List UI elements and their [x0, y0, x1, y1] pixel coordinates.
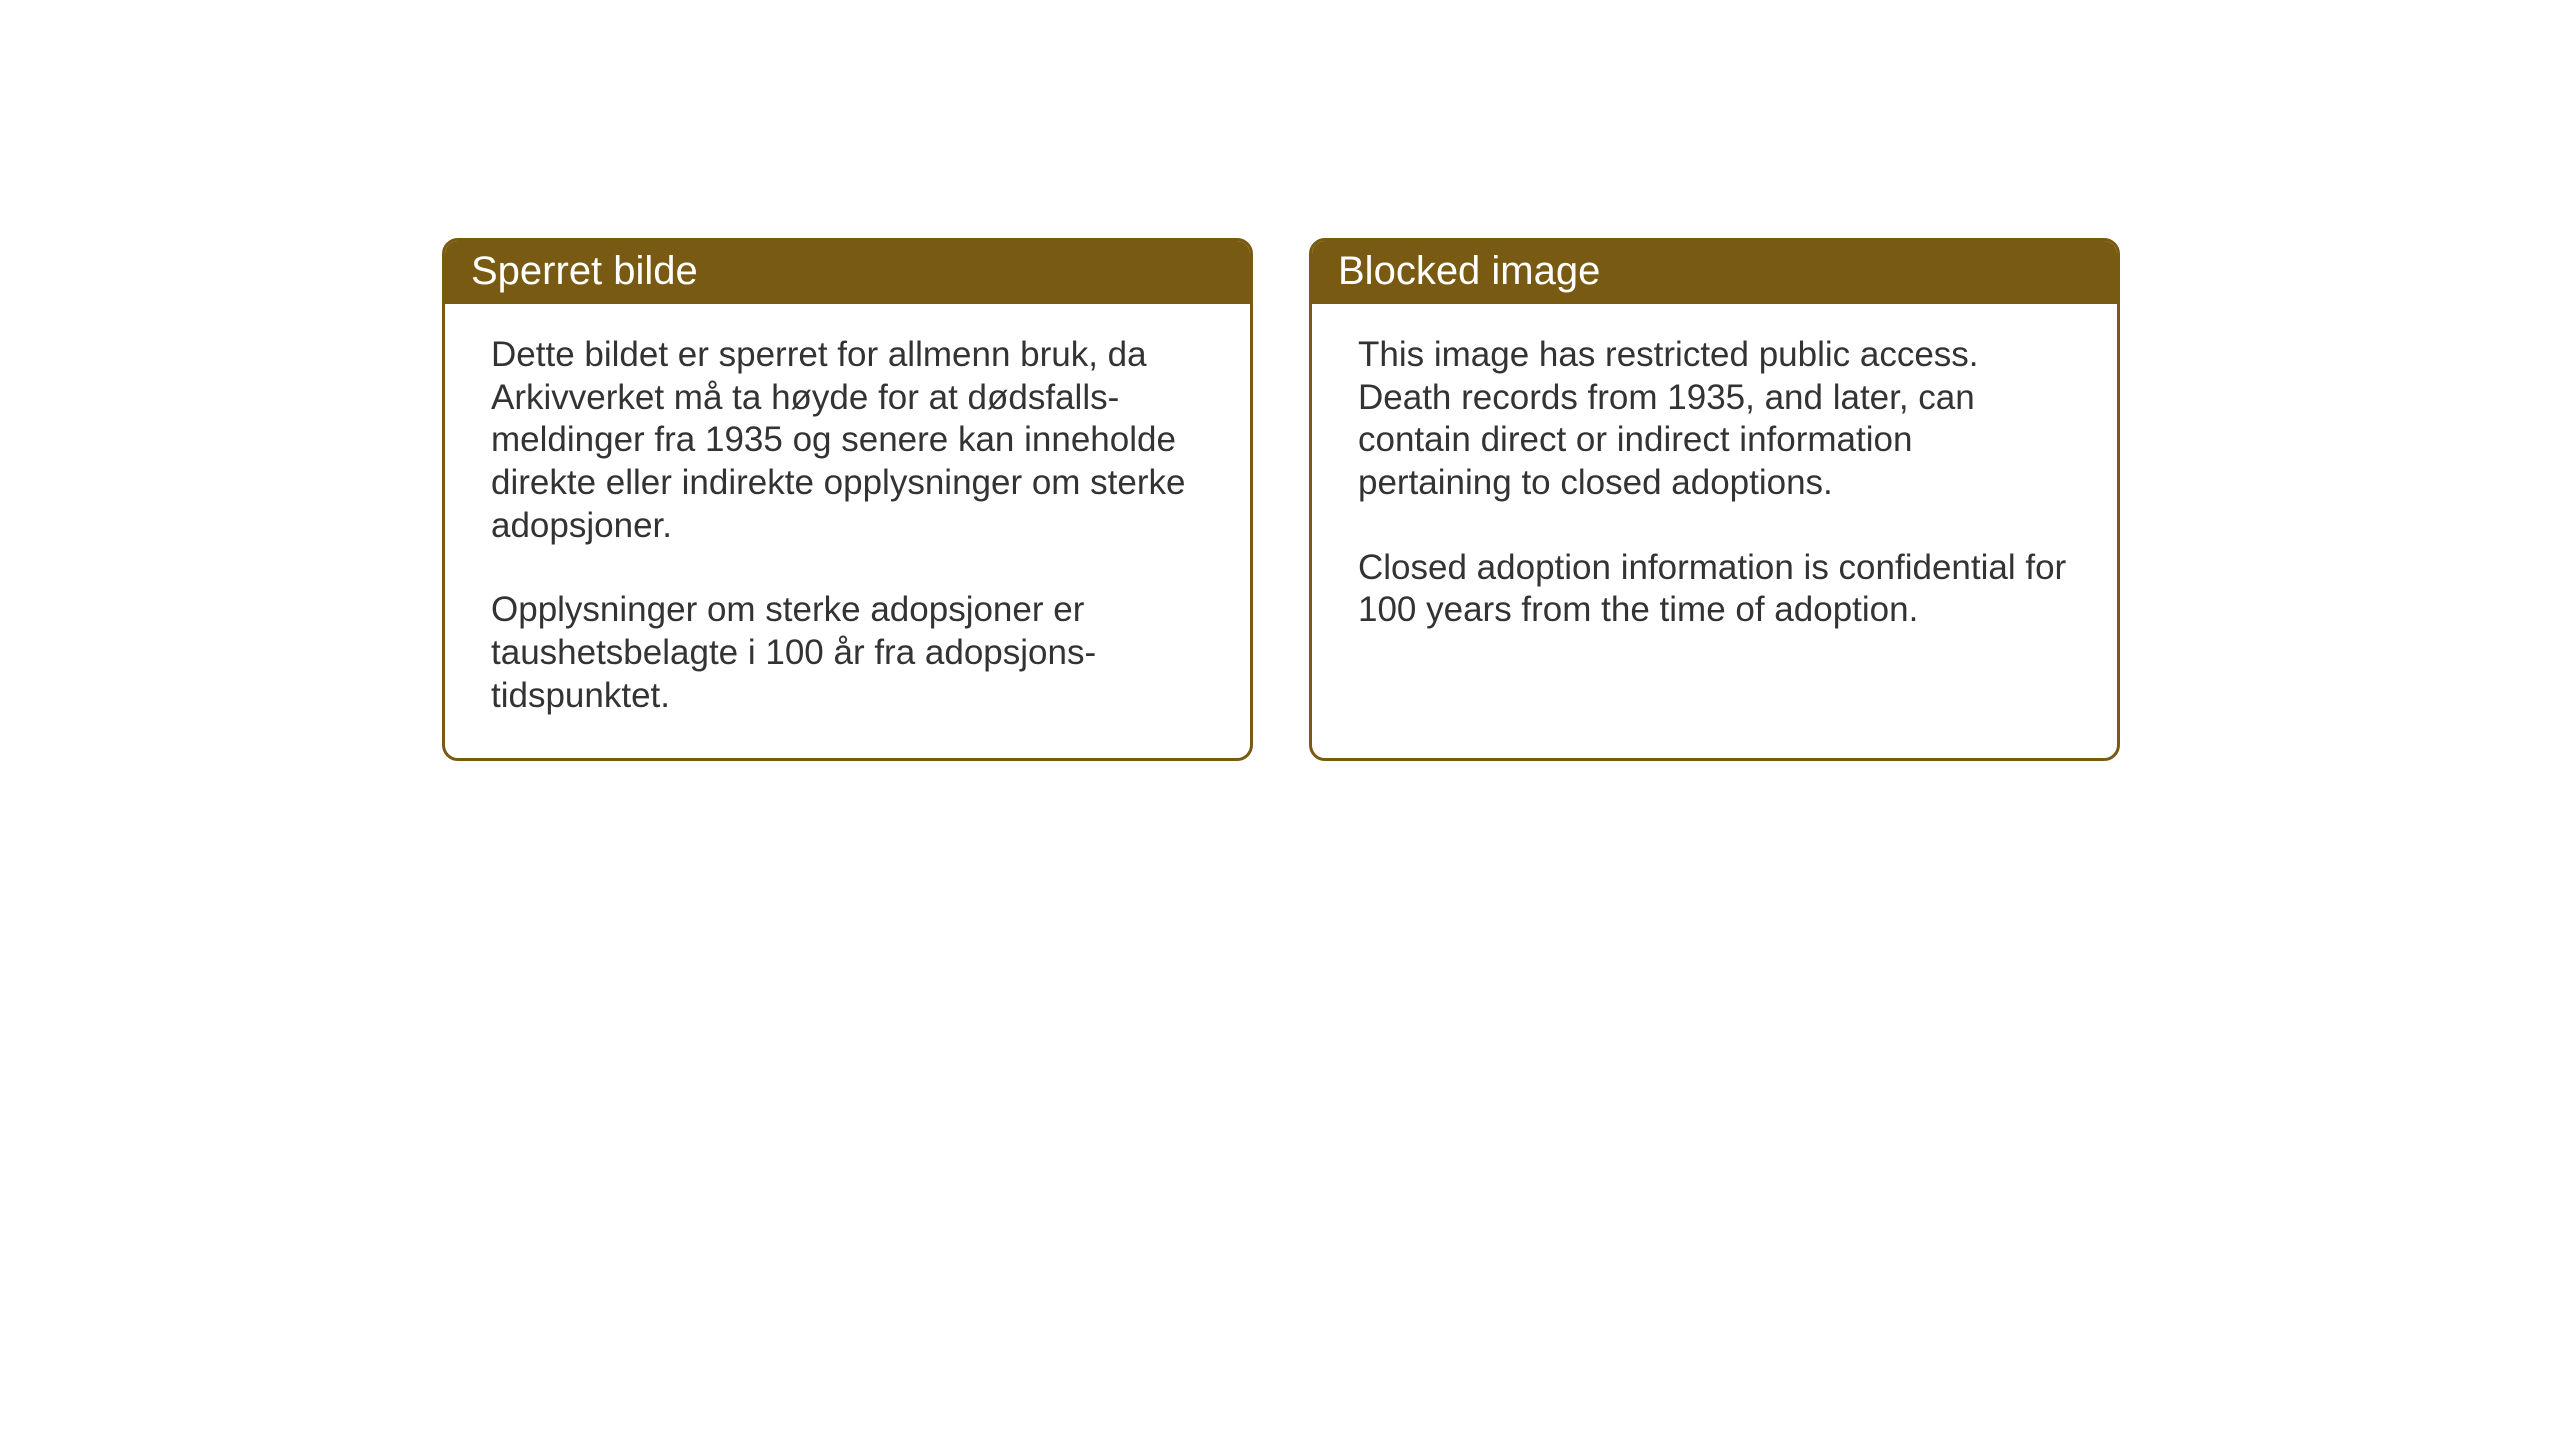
- card-paragraph-1-norwegian: Dette bildet er sperret for allmenn bruk…: [491, 334, 1204, 547]
- card-title-english: Blocked image: [1338, 249, 1600, 293]
- notice-card-norwegian: Sperret bilde Dette bildet er sperret fo…: [442, 238, 1253, 761]
- card-paragraph-2-norwegian: Opplysninger om sterke adopsjoner er tau…: [491, 589, 1204, 717]
- card-body-english: This image has restricted public access.…: [1312, 304, 2117, 750]
- notice-cards-container: Sperret bilde Dette bildet er sperret fo…: [442, 238, 2120, 761]
- card-header-english: Blocked image: [1312, 241, 2117, 304]
- card-title-norwegian: Sperret bilde: [471, 249, 698, 293]
- card-paragraph-2-english: Closed adoption information is confident…: [1358, 547, 2071, 632]
- notice-card-english: Blocked image This image has restricted …: [1309, 238, 2120, 761]
- card-paragraph-1-english: This image has restricted public access.…: [1358, 334, 2071, 505]
- card-header-norwegian: Sperret bilde: [445, 241, 1250, 304]
- card-body-norwegian: Dette bildet er sperret for allmenn bruk…: [445, 304, 1250, 758]
